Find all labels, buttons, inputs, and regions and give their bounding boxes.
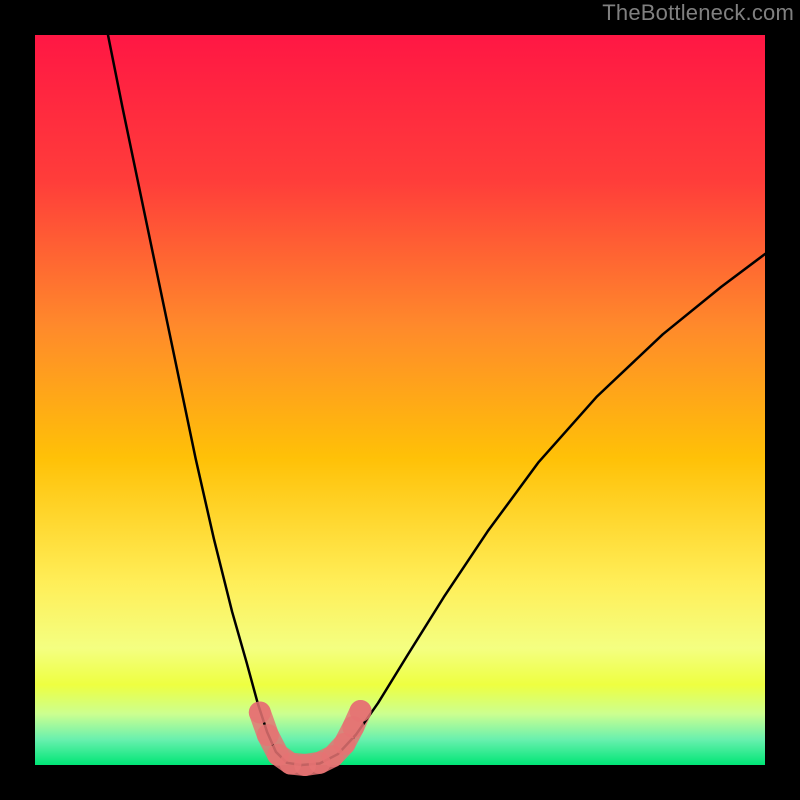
- bottleneck-chart-svg: [0, 0, 800, 800]
- watermark-text: TheBottleneck.com: [602, 0, 800, 28]
- chart-frame: TheBottleneck.com: [0, 0, 800, 800]
